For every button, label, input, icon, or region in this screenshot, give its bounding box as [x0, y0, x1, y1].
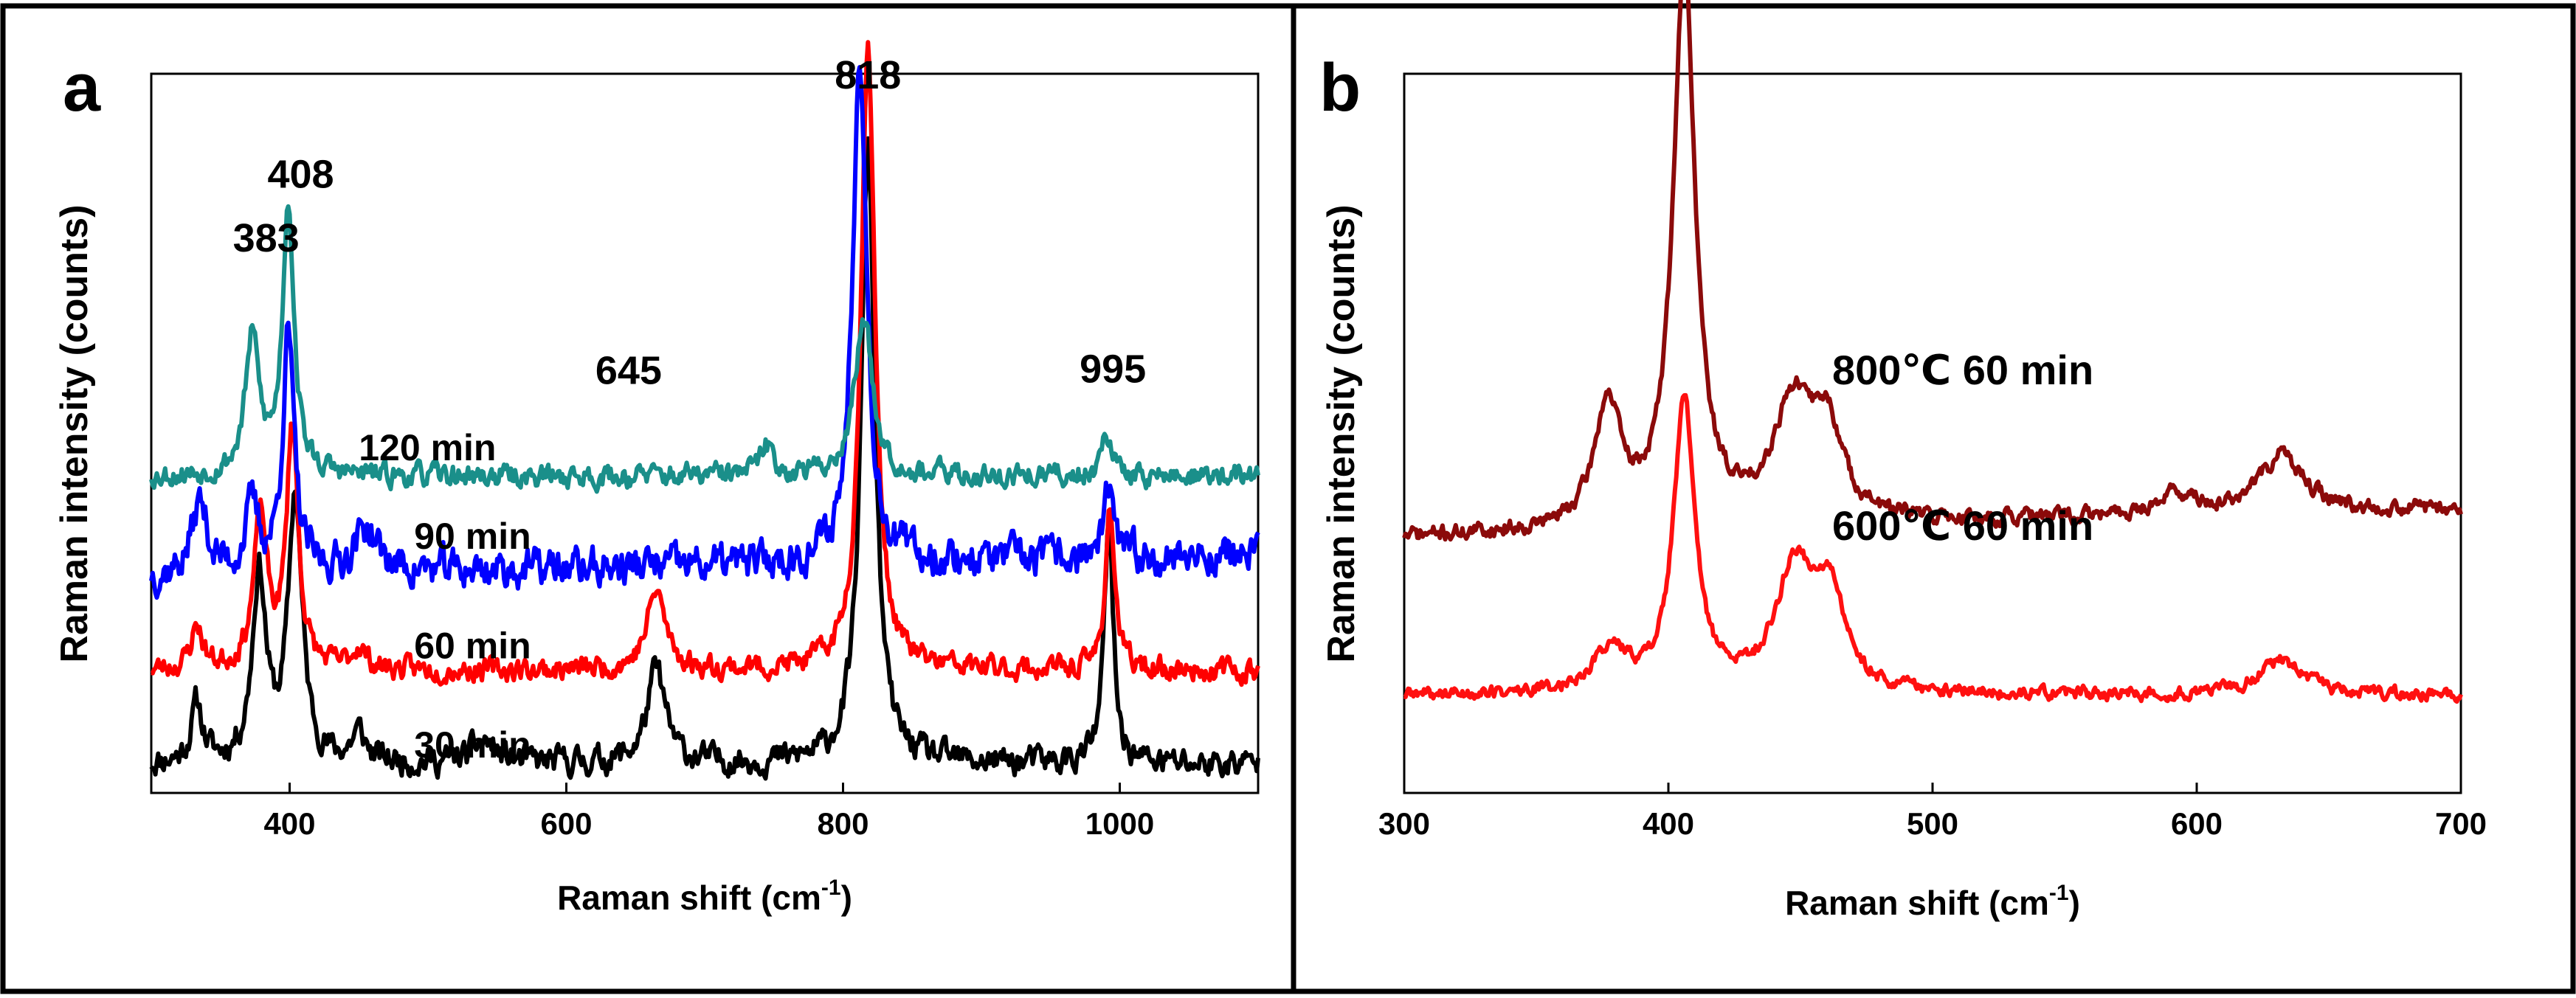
peak-label: 645: [595, 349, 662, 393]
peak-label: 383: [233, 216, 300, 260]
peak-label: 408: [267, 152, 334, 196]
x-tick-label: 300: [1378, 806, 1430, 841]
chart-panel-b: 300 400 500 600 700 800℃ 60 min 600℃ 60 min R…: [1320, 0, 2487, 922]
peak-labels-a: 383 408 645 818 995: [233, 53, 1147, 393]
series-line: [149, 204, 1260, 494]
x-ticks-a: 400 600 800 1000: [263, 783, 1154, 841]
series-line: [149, 136, 1260, 781]
series-lines-a: [149, 40, 1260, 781]
y-axis-label-a: Raman intensity (counts): [53, 204, 96, 662]
x-tick-label: 600: [2171, 806, 2223, 841]
series-label: 30 min: [414, 724, 531, 766]
peak-label: 818: [835, 53, 901, 97]
peak-label: 995: [1080, 347, 1146, 391]
series-label: 800℃ 60 min: [1832, 347, 2093, 393]
series-label: 600℃ 60 min: [1832, 502, 2093, 549]
x-tick-label: 1000: [1085, 806, 1154, 841]
x-axis-label-b: Raman shift (cm-1): [1785, 881, 2080, 922]
series-line: [149, 65, 1260, 600]
series-label: 90 min: [414, 516, 531, 557]
series-line: [1402, 0, 2463, 542]
figure-frame: [0, 3, 2576, 994]
series-label: 60 min: [414, 625, 531, 666]
x-axis-label-a: Raman shift (cm-1): [557, 876, 852, 917]
series-labels-b: 800℃ 60 min 600℃ 60 min: [1832, 347, 2093, 549]
series-lines-b: [1402, 0, 2463, 704]
panel-letter-b: b: [1319, 50, 1361, 125]
chart-panel-a: 400 600 800 1000 383 408 645 818 995 30 min 60 m…: [53, 40, 1260, 917]
x-tick-label: 400: [1643, 806, 1694, 841]
x-tick-label: 500: [1907, 806, 1958, 841]
series-labels-a: 30 min 60 min 90 min 120 min: [359, 427, 531, 766]
x-tick-label: 700: [2435, 806, 2487, 841]
series-label: 120 min: [359, 427, 496, 468]
x-tick-label: 800: [817, 806, 869, 841]
panel-letter-a: a: [63, 50, 101, 125]
series-line: [150, 40, 1260, 687]
x-tick-label: 400: [263, 806, 315, 841]
x-ticks-b: 300 400 500 600 700: [1378, 783, 2487, 841]
y-axis-label-b: Raman intensity (counts): [1320, 204, 1363, 662]
series-line: [1403, 392, 2463, 704]
plot-area-a: [150, 72, 1260, 794]
x-tick-label: 600: [540, 806, 592, 841]
